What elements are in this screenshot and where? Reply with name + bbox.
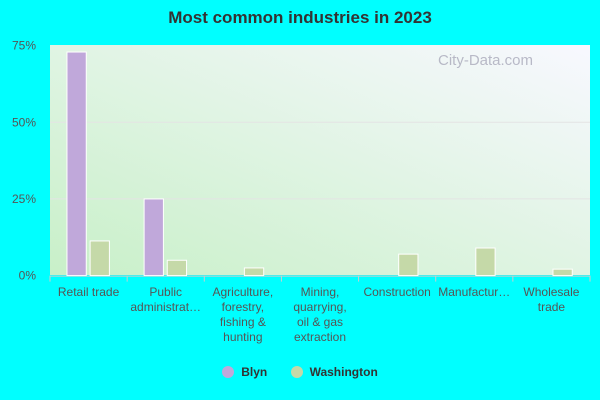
x-category-label: trade <box>538 300 566 314</box>
y-tick-label: 0% <box>19 269 37 283</box>
y-tick-label: 50% <box>12 115 36 129</box>
bar-washington <box>243 267 265 277</box>
x-category-label: extraction <box>294 330 346 344</box>
bar-blyn <box>143 198 164 277</box>
y-tick-label: 25% <box>12 192 36 206</box>
legend-label: Washington <box>309 365 378 379</box>
x-category-label: hunting <box>223 330 262 344</box>
x-category-label: Manufactur… <box>438 285 510 299</box>
x-category-label: quarrying, <box>293 300 346 314</box>
x-category-label: administrat… <box>130 300 201 314</box>
bar-washington <box>166 259 188 277</box>
legend-swatch <box>222 366 235 378</box>
x-category-label: oil & gas <box>297 315 343 329</box>
bar-washington <box>89 240 110 277</box>
legend-swatch <box>290 366 303 378</box>
legend: Blyn Washington <box>0 365 600 381</box>
watermark-logo: City-Data.com <box>438 52 534 69</box>
bar-washington <box>475 247 496 277</box>
x-category-label: Agriculture, <box>213 285 274 299</box>
legend-item-washington: Washington <box>290 365 378 379</box>
bar-washington <box>552 268 573 277</box>
x-category-label: forestry, <box>222 300 264 314</box>
legend-label: Blyn <box>241 365 268 379</box>
x-category-label: Wholesale <box>523 285 579 299</box>
x-category-label: Construction <box>363 285 430 299</box>
bar-washington <box>398 253 419 277</box>
y-tick-label: 75% <box>12 39 36 53</box>
bar-blyn <box>66 51 87 277</box>
legend-item-blyn: Blyn <box>222 365 267 379</box>
x-category-label: Public <box>149 285 182 299</box>
x-category-label: Mining, <box>301 285 340 299</box>
x-category-label: Retail trade <box>58 285 120 299</box>
x-category-label: fishing & <box>220 315 266 329</box>
plot-area <box>50 45 590 275</box>
chart-title: Most common industries in 2023 <box>168 8 432 27</box>
